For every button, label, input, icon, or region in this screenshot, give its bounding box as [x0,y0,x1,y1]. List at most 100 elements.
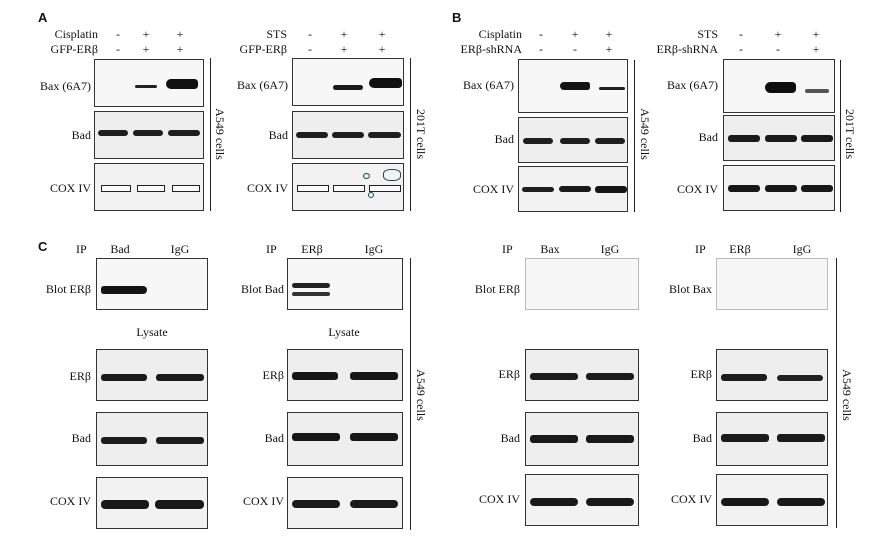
cell-line-label: 201T cells [414,108,428,160]
row-label-blot-erb: Blot ERβ [45,282,91,296]
row-label-sts: STS [697,27,718,41]
blot-b1-bax6a7 [518,59,628,113]
row-label-bad: Bad [494,132,514,146]
blot-c2-ip [287,258,403,310]
blot-a1-bad [94,111,204,159]
ip-column-igg: IgG [600,242,620,256]
minus-sign: - [539,27,543,41]
ip-column-igg: IgG [792,242,812,256]
band [728,185,760,192]
band [530,435,578,443]
band [728,135,760,142]
ip-label: IP [266,242,277,256]
row-label-bad: Bad [71,431,91,445]
blot-c3-bad [525,412,639,466]
row-label-erb: ERβ [262,368,284,382]
band [599,87,625,90]
minus-sign: - [776,42,780,56]
minus-sign: - [308,27,312,41]
panel-label-c: C [38,239,48,254]
cell-line-label: A549 cells [414,369,428,421]
ip-label: IP [76,242,87,256]
panel-label-b: B [452,10,462,25]
minus-sign: - [739,42,743,56]
minus-sign: - [308,42,312,56]
artifact-spot [368,192,374,198]
bracket-line [836,258,837,528]
minus-sign: - [116,42,120,56]
band [586,373,634,380]
blot-b2-bad [723,115,835,161]
bracket-line [634,60,635,212]
band [586,498,634,506]
band [101,437,147,444]
row-label-cox4: COX IV [473,182,514,196]
band [721,374,767,381]
plus-sign: + [605,42,613,56]
ip-column-bad: Bad [110,242,130,256]
blot-c4-erb [716,349,828,401]
blot-c3-ip [525,258,639,310]
band [332,132,364,138]
band [350,433,398,441]
band [133,130,163,136]
blot-b2-cox4 [723,165,835,211]
band [801,185,833,192]
band [172,185,200,192]
plus-sign: + [812,42,820,56]
row-label-gfp-erb: GFP-ERβ [239,42,287,56]
blot-a2-bax6a7 [292,58,404,106]
row-label-bad: Bad [264,431,284,445]
band [522,187,554,192]
band [166,79,198,89]
band [137,185,165,192]
band [98,130,128,136]
ip-column-igg: IgG [364,242,384,256]
artifact-spot [383,169,401,181]
minus-sign: - [739,27,743,41]
ip-label: IP [502,242,513,256]
plus-sign: + [774,27,782,41]
band [560,82,590,90]
band [168,130,200,136]
row-label-bad: Bad [692,431,712,445]
band [350,500,398,508]
blot-b2-bax6a7 [723,59,835,113]
band [101,286,147,294]
band [156,437,204,444]
row-label-bad: Bad [500,431,520,445]
lysate-label: Lysate [136,325,168,339]
band [721,434,769,442]
bracket-line [210,58,211,211]
plus-sign: + [142,27,150,41]
cell-line-label: A549 cells [840,369,854,421]
band [777,434,825,442]
band [333,85,363,90]
plus-sign: + [571,27,579,41]
row-label-cox4: COX IV [671,492,712,506]
band [156,374,204,381]
ip-label: IP [695,242,706,256]
row-label-cisplatin: Cisplatin [478,27,522,41]
minus-sign: - [573,42,577,56]
band [586,435,634,443]
row-label-bad: Bad [268,128,288,142]
row-label-cox4: COX IV [247,181,288,195]
band [135,85,157,88]
band [369,78,402,88]
band [350,372,398,380]
band [523,138,553,144]
ip-column-erb: ERβ [301,242,323,256]
row-label-cox4: COX IV [50,494,91,508]
bracket-line [410,58,411,211]
band [559,186,591,192]
blot-c4-cox4 [716,474,828,526]
plus-sign: + [378,27,386,41]
band [333,185,365,192]
row-label-bax6a7: Bax (6A7) [237,78,288,92]
row-label-blot-bad: Blot Bad [240,282,284,296]
artifact-spot [363,173,370,179]
band [777,498,825,506]
plus-sign: + [176,42,184,56]
blot-c1-bad [96,412,208,466]
